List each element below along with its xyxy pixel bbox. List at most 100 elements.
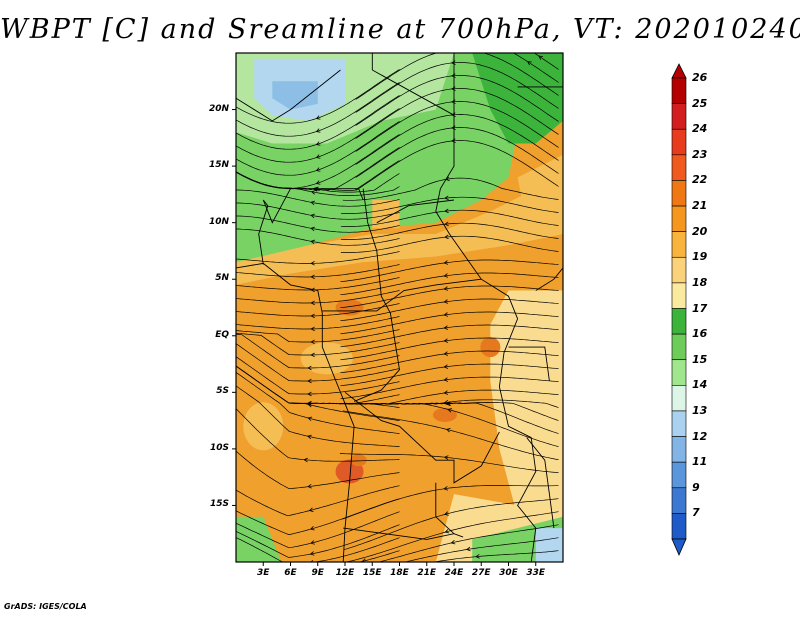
streamline-arrow <box>308 507 314 512</box>
streamline-64 <box>355 88 559 139</box>
axis-ticks <box>232 109 537 566</box>
streamline-35 <box>236 329 400 343</box>
colorbar-swatch <box>671 487 687 514</box>
colorbar-level-label: 19 <box>692 250 708 264</box>
streamline-arrow <box>444 511 449 516</box>
field-warm-drc <box>432 407 457 422</box>
streamline-arrow <box>315 180 321 185</box>
colorbar-level-label: 14 <box>692 378 708 392</box>
streamline-arrow <box>443 351 449 356</box>
colorbar-level-label: 13 <box>692 403 708 417</box>
streamline-15 <box>236 408 400 462</box>
colorbar-swatch <box>671 103 687 130</box>
colorbar-swatch <box>671 513 687 540</box>
streamline-arrow <box>307 378 312 384</box>
footer-credit: GrADS: IGES/COLA <box>4 602 87 611</box>
colorbar-top-arrow <box>671 63 687 79</box>
lon-label: 27E <box>471 568 491 578</box>
streamline-33 <box>236 332 400 356</box>
border-angola-south <box>343 527 464 540</box>
streamline-arrow <box>307 365 312 371</box>
lon-label: 15E <box>362 568 382 578</box>
lon-label: 12E <box>335 568 355 578</box>
streamline-arrow <box>315 115 321 120</box>
streamline-45 <box>236 264 400 278</box>
streamline-arrow <box>443 299 449 304</box>
colorbar-level-label: 16 <box>692 327 708 341</box>
border-ccr <box>322 278 482 312</box>
colorbar-swatch <box>671 128 687 156</box>
streamline-arrow <box>307 484 312 489</box>
field-hot-angola-core <box>350 454 367 467</box>
lon-label: 24E <box>444 568 464 578</box>
border-central-chain <box>353 188 400 402</box>
colorbar-level-label: 23 <box>692 147 708 161</box>
streamline-28 <box>340 363 559 387</box>
streamline-arrow <box>443 400 449 405</box>
colorbar-swatch <box>671 231 687 258</box>
streamline-69 <box>236 108 400 163</box>
streamline-7 <box>236 511 400 549</box>
streamline-arrow <box>443 390 449 395</box>
border-east-chain <box>372 69 537 562</box>
colorbar-swatch <box>671 77 687 104</box>
streamline-arrow <box>443 377 449 382</box>
streamline-29 <box>236 343 400 382</box>
lon-label: 3E <box>257 568 270 578</box>
colorbar-swatch <box>671 333 687 361</box>
border-benin <box>258 199 269 265</box>
streamline-34 <box>340 324 559 348</box>
streamline-70 <box>355 53 559 100</box>
lat-label: 10N <box>208 216 229 227</box>
streamline-44 <box>340 259 559 283</box>
field-green-dark-ne <box>472 53 563 144</box>
streamline-36 <box>340 311 559 335</box>
lat-label: 15N <box>208 160 229 171</box>
streamline-arrow <box>443 455 449 460</box>
streamline-66 <box>355 75 559 126</box>
streamline-30 <box>340 350 559 374</box>
field-warm-east <box>480 337 501 358</box>
colorbar-swatch <box>671 205 687 232</box>
colorbar-swatch <box>671 461 687 489</box>
streamline-arrow <box>315 167 321 172</box>
colorbar-level-label: 9 <box>692 480 700 494</box>
streamline-arrow <box>361 558 367 562</box>
streamline-arrow <box>465 546 471 552</box>
streamline-37 <box>236 316 400 330</box>
streamline-arrow <box>310 226 315 232</box>
colorbar-level-label: 12 <box>692 429 708 443</box>
field-blue <box>272 81 318 110</box>
streamline-arrow <box>310 274 315 280</box>
border-sahara-west <box>236 69 341 122</box>
streamline-3 <box>236 537 400 562</box>
streamline-arrow <box>307 391 312 397</box>
colorbar-level-label: 20 <box>692 224 708 238</box>
streamline-58 <box>355 127 559 178</box>
streamline-17 <box>236 385 400 447</box>
streamline-26 <box>340 376 559 400</box>
streamline-arrow <box>314 186 320 191</box>
streamline-27 <box>236 356 400 395</box>
streamline-11 <box>236 485 400 517</box>
lon-label: 6E <box>284 568 297 578</box>
streamline-arrow <box>443 312 449 317</box>
streamline-38 <box>340 298 559 322</box>
streamline-arrow <box>527 61 532 66</box>
streamline-arrow <box>310 200 315 206</box>
streamline-arrow <box>315 128 321 133</box>
lat-label: 5N <box>215 273 229 284</box>
streamline-75 <box>236 69 400 124</box>
streamline-arrow <box>310 339 315 345</box>
streamline-arrow <box>309 551 315 556</box>
streamline-arrow <box>443 286 449 291</box>
streamline-49 <box>236 228 400 246</box>
colorbar-level-label: 11 <box>692 455 708 469</box>
streamline-40 <box>340 285 559 309</box>
map-title: WBPT [C] and Sreamline at 700hPa, VT: 20… <box>0 14 800 45</box>
streamline-arrow <box>310 313 315 319</box>
streamline-arrow <box>452 48 456 52</box>
field-warm-band <box>236 245 563 302</box>
streamline-arrow <box>444 195 449 201</box>
